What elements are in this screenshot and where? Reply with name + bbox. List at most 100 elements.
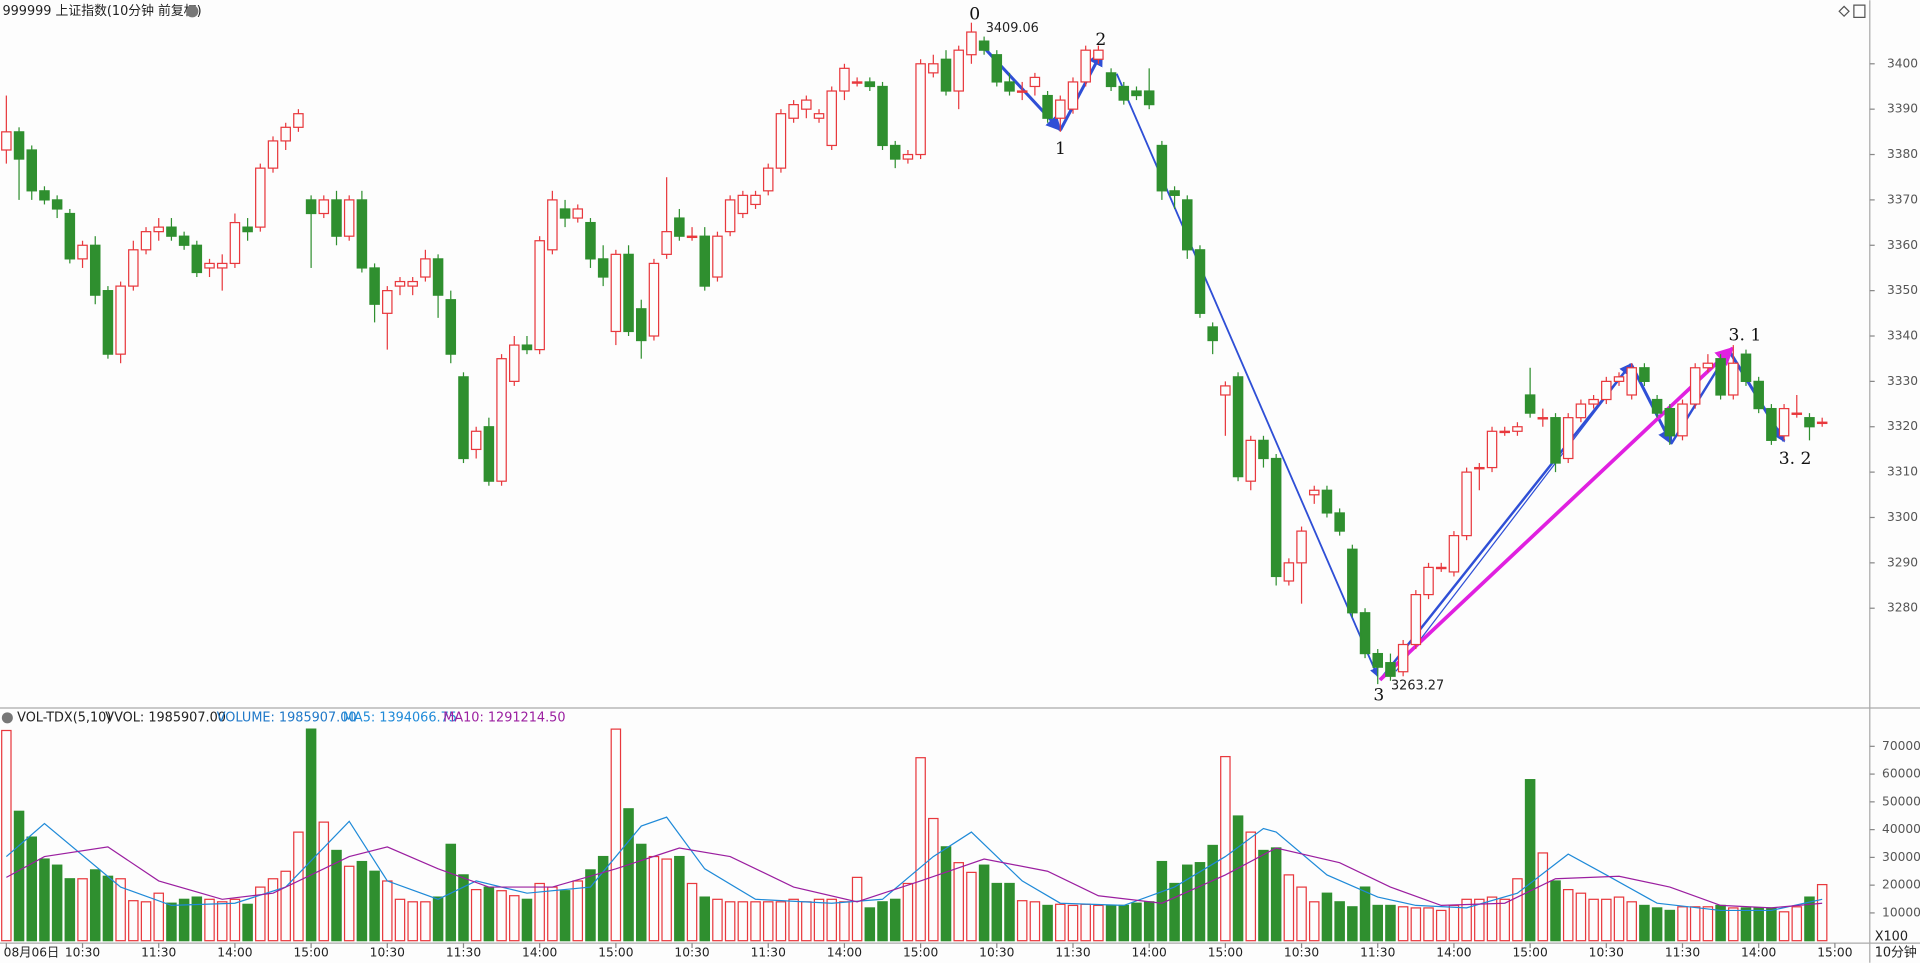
candle-body <box>1270 457 1282 578</box>
volume-bar <box>1283 874 1295 942</box>
volume-bar <box>1385 904 1396 942</box>
volume-bar <box>737 901 749 942</box>
volume-bar <box>204 898 215 942</box>
candle-body <box>1651 398 1663 414</box>
candle-body <box>1702 362 1714 369</box>
toolbar-icons[interactable] <box>1838 4 1866 19</box>
volume-bar <box>1397 906 1409 942</box>
volume-bar <box>1296 886 1307 942</box>
candle-body <box>1055 99 1066 119</box>
volume-title: VOL-TDX(5,10) <box>17 710 111 725</box>
dropdown-icon[interactable] <box>1 712 13 724</box>
volume-bar <box>915 757 926 942</box>
candle-body <box>1105 72 1117 88</box>
candle-body <box>496 358 507 482</box>
volume-bar <box>470 888 482 942</box>
volume-bar <box>140 901 152 942</box>
candle-body <box>826 90 837 147</box>
volume-bar <box>267 878 279 942</box>
volume-bar <box>51 864 63 942</box>
candle-body <box>382 290 393 314</box>
candle-body <box>89 244 101 296</box>
wave-label: 1 <box>1055 139 1066 159</box>
candle-body <box>458 376 469 460</box>
candle-body <box>166 226 177 237</box>
candle-body <box>547 199 558 251</box>
volume-bar <box>877 901 888 942</box>
candle-body <box>483 426 495 482</box>
volume-bar <box>585 869 596 942</box>
candle-body <box>1004 81 1015 92</box>
candle-body <box>889 144 901 160</box>
volume-bar <box>534 882 545 942</box>
legend-entry: MA10: 1291214.50 <box>443 710 565 725</box>
y-tick-label: 70000 <box>1882 739 1920 753</box>
legend-entry: MA5: 1394066.75 <box>343 710 457 725</box>
volume-bar <box>293 831 304 942</box>
y-tick-label: 30000 <box>1882 850 1920 864</box>
candle-body <box>1435 566 1447 570</box>
volume-bar <box>178 898 190 942</box>
wave-label: 0 <box>969 4 980 24</box>
volume-bar <box>775 901 787 942</box>
candle-body <box>801 99 812 110</box>
candle-body <box>902 153 914 160</box>
volume-bar <box>788 898 799 942</box>
volume-bar <box>255 886 266 942</box>
volume-bar <box>1474 898 1485 942</box>
candle-body <box>585 221 596 260</box>
candle-body <box>1283 562 1295 582</box>
volume-bar <box>1347 906 1358 942</box>
candle-body <box>1067 81 1079 110</box>
candle-body <box>610 253 622 333</box>
candle-body <box>432 258 444 296</box>
volume-bar <box>686 882 698 942</box>
x-tick-label: 15:00 <box>293 945 328 959</box>
volume-bar <box>115 878 126 942</box>
y-tick-label: 60000 <box>1882 767 1920 781</box>
candle-body <box>77 244 88 260</box>
volume-bar <box>1182 864 1193 942</box>
volume-bar <box>1270 847 1282 942</box>
candle-body <box>64 212 76 260</box>
volume-bar <box>1308 901 1320 942</box>
volume-bar <box>572 880 584 942</box>
volume-bar <box>89 869 101 942</box>
candle-body <box>255 167 266 228</box>
dropdown-icon[interactable] <box>186 5 199 18</box>
x-tick-label: 14:00 <box>217 945 252 959</box>
y-tick-label: 50000 <box>1882 794 1920 808</box>
y-tick-label: 3380 <box>1887 147 1918 161</box>
candle-body <box>674 217 685 237</box>
x-tick-label: 15:00 <box>1208 945 1243 959</box>
wave-label: 3. 2 <box>1779 449 1812 469</box>
candle-body <box>1245 439 1257 482</box>
candle-body <box>1321 489 1333 514</box>
candle-body <box>394 280 406 287</box>
candle-body <box>153 226 164 233</box>
candle-body <box>1512 426 1523 432</box>
candle-body <box>597 258 609 278</box>
volume-bar <box>1816 883 1828 942</box>
volume-bar <box>153 892 164 942</box>
candle-body <box>216 262 228 269</box>
volume-bar <box>813 898 825 942</box>
y-tick-label: 3300 <box>1887 510 1918 524</box>
volume-bar <box>1651 907 1663 942</box>
candle-body <box>305 199 317 215</box>
y-tick-label: 20000 <box>1882 878 1920 892</box>
candle-body <box>775 113 787 169</box>
volume-bar <box>1080 903 1091 942</box>
candle-body <box>1131 90 1142 97</box>
y-tick-label: 3320 <box>1887 419 1918 433</box>
candle-body <box>686 235 698 239</box>
candle-body <box>521 344 533 351</box>
volume-bar <box>483 886 495 942</box>
volume-bar <box>1524 779 1536 942</box>
wave-arrow <box>1378 346 1734 682</box>
x-tick-label: 15:00 <box>1512 945 1547 959</box>
candle-body <box>1766 407 1777 441</box>
volume-bar <box>331 849 342 942</box>
volume-bar <box>102 875 114 942</box>
candle-body <box>356 199 368 269</box>
